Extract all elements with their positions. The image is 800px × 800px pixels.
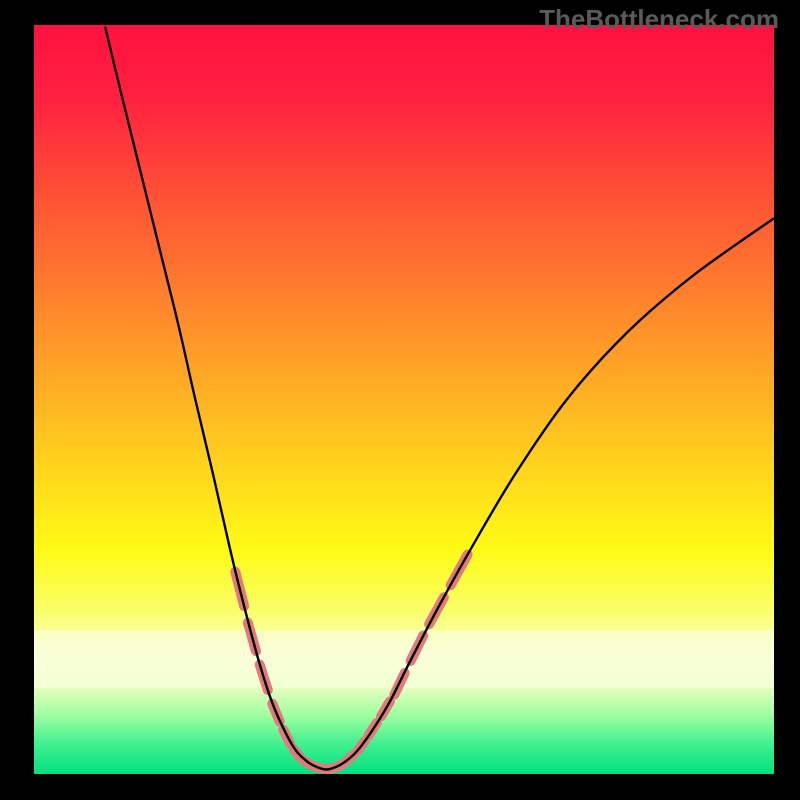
chart-svg [34, 25, 774, 774]
plot-area [34, 25, 774, 774]
watermark-text: TheBottleneck.com [539, 4, 779, 35]
